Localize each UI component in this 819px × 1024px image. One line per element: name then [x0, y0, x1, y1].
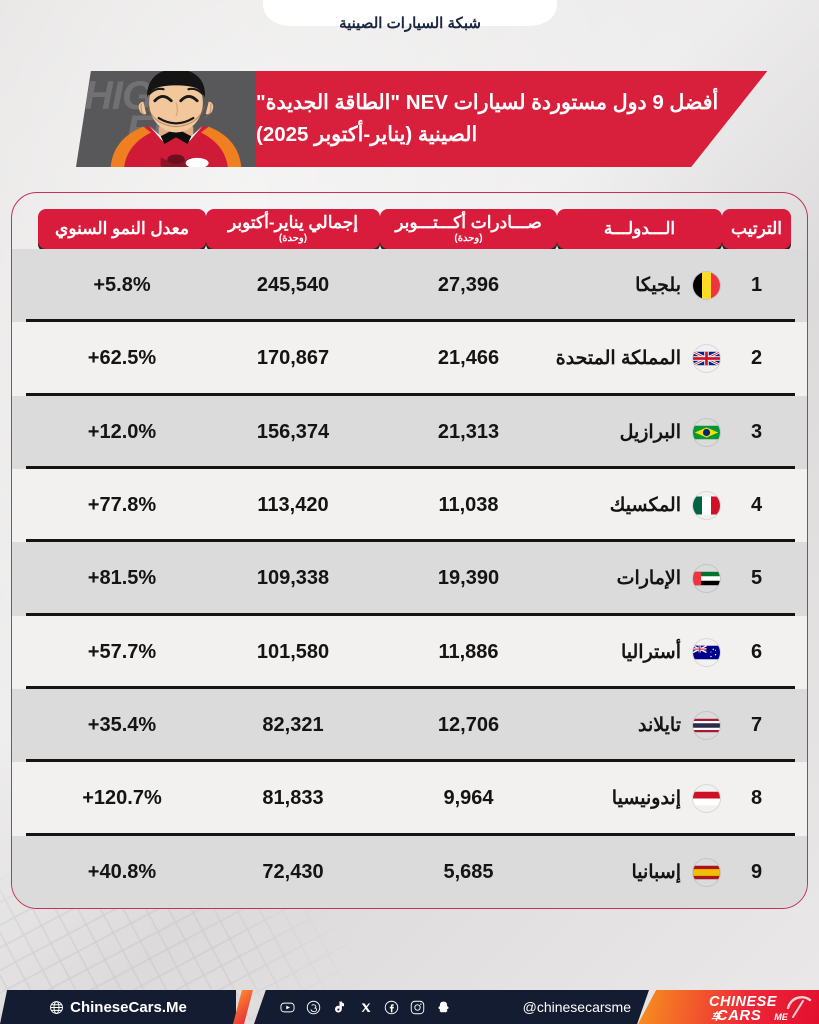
svg-text:CARS: CARS	[717, 1007, 762, 1024]
svg-text:ME: ME	[774, 1012, 788, 1022]
